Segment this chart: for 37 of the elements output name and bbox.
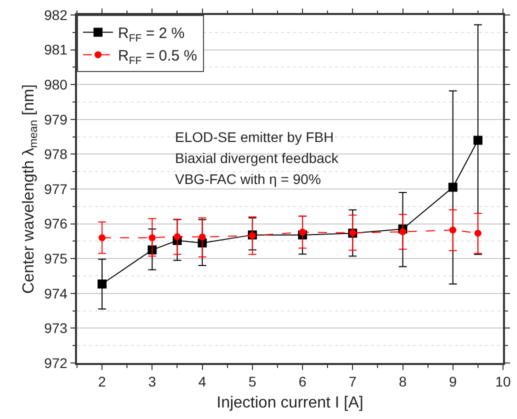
x-tick-label: 4 [198,374,206,390]
point [449,226,456,234]
x-tick-label: 9 [448,374,457,390]
point [174,233,181,240]
point [448,182,458,192]
y-tick-label: 979 [44,111,68,128]
x-tick-label: 2 [98,374,106,390]
annotation: Biaxial divergent feedback [175,150,340,166]
x-tick-label: 8 [398,374,407,390]
x-tick-label: 10 [495,374,511,390]
point [148,234,156,242]
x-tick-label: 5 [248,374,257,390]
y-tick-label: 980 [44,76,68,92]
point [98,234,106,242]
y-tick-label: 975 [44,250,68,266]
x-tick-label: 7 [348,374,357,390]
point [299,228,306,236]
y-tick-label: 973 [44,320,68,336]
annotation: VBG-FAC with η = 90% [175,171,321,187]
x-tick-label: 6 [298,374,307,390]
y-tick-label: 981 [44,42,68,58]
legend-label: R$_{FF}$ = 2 % [118,25,185,44]
point [474,230,482,237]
point [473,136,482,145]
point [198,234,206,241]
y-tick-label: 982 [44,6,68,23]
y-tick-label: 976 [44,216,68,232]
legend-label: R$_{FF}$ = 0.5 % [118,48,198,67]
point [98,280,107,288]
y-tick-label: 972 [44,354,68,371]
annotation: ELOD-SE emitter by FBH [175,129,334,145]
y-tick-label: 977 [44,180,68,197]
x-axis-title: Injection current I [A] [216,394,364,412]
y-tick-label: 978 [44,146,68,162]
y-tick-label: 974 [44,285,68,302]
point [399,228,406,236]
x-tick-label: 3 [148,374,156,390]
